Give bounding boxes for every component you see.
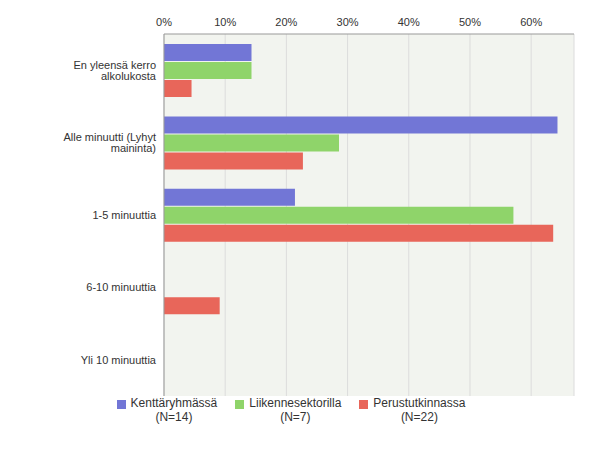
html-text:Kenttäryhmässä: Kenttäryhmässä [130,396,218,410]
html-text:Perustutkinnassa: Perustutkinnassa [373,396,466,410]
svg-text:En yleensä kerroalkolukosta: En yleensä kerroalkolukosta [73,59,156,82]
svg-text:60%: 60% [520,16,542,28]
html-text:Liikennesektorilla: Liikennesektorilla [249,396,342,410]
svg-text:Yli 10 minuuttia: Yli 10 minuuttia [81,354,157,366]
svg-text:20%: 20% [275,16,297,28]
html-text:(N=22): (N=22) [400,410,438,424]
svg-text:30%: 30% [337,16,359,28]
svg-text:40%: 40% [398,16,420,28]
svg-text:6-10 minuuttia: 6-10 minuuttia [86,281,157,293]
svg-text:50%: 50% [459,16,481,28]
svg-text:1-5 minuuttia: 1-5 minuuttia [92,209,156,221]
svg-text:0%: 0% [156,16,172,28]
html-text:(N=7): (N=7) [280,410,311,424]
svg-text:Alle minuutti (Lyhytmaininta): Alle minuutti (Lyhytmaininta) [63,131,156,154]
svg-text:10%: 10% [214,16,236,28]
html-text:(N=14): (N=14) [155,410,193,424]
